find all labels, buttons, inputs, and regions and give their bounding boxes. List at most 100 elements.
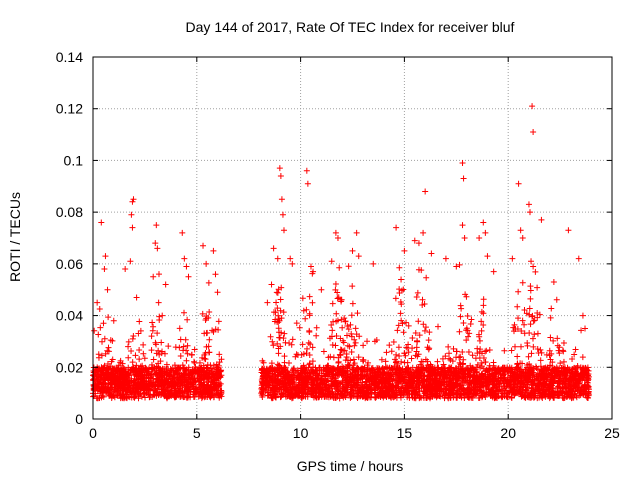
- data-point: [98, 387, 105, 394]
- data-point: [537, 346, 544, 353]
- data-point: [460, 319, 467, 326]
- data-point: [205, 279, 212, 286]
- data-point: [486, 346, 493, 353]
- data-point: [110, 392, 117, 399]
- data-point: [349, 300, 356, 307]
- data-point: [400, 376, 407, 383]
- data-point: [373, 336, 380, 343]
- data-point: [360, 358, 367, 365]
- data-point: [534, 284, 541, 291]
- data-point: [457, 353, 464, 360]
- data-point: [329, 300, 336, 307]
- data-point: [478, 308, 485, 315]
- data-point: [131, 375, 138, 382]
- data-point: [136, 356, 143, 363]
- data-point: [354, 364, 361, 371]
- data-point: [270, 391, 277, 398]
- data-point: [507, 384, 514, 391]
- data-point: [312, 386, 319, 393]
- data-point: [400, 329, 407, 336]
- data-point: [532, 268, 539, 275]
- data-point: [158, 388, 165, 395]
- data-point: [349, 366, 356, 373]
- data-point: [206, 308, 213, 315]
- data-point: [395, 344, 402, 351]
- data-point: [305, 386, 312, 393]
- data-point: [514, 353, 521, 360]
- data-point: [125, 343, 132, 350]
- data-point: [551, 368, 558, 375]
- data-point: [409, 334, 416, 341]
- data-point: [101, 375, 108, 382]
- data-point: [465, 349, 472, 356]
- data-point: [564, 369, 571, 376]
- data-points: [90, 103, 592, 402]
- data-point: [267, 333, 274, 340]
- data-point: [280, 309, 287, 316]
- data-point: [200, 387, 207, 394]
- data-point: [108, 358, 115, 365]
- data-point: [520, 377, 527, 384]
- data-point: [474, 361, 481, 368]
- data-point: [290, 366, 297, 373]
- data-point: [350, 391, 357, 398]
- data-point: [426, 329, 433, 336]
- data-point: [419, 296, 426, 303]
- data-point: [209, 377, 216, 384]
- data-point: [343, 354, 350, 361]
- data-point: [292, 387, 299, 394]
- data-point: [280, 381, 287, 388]
- data-point: [464, 377, 471, 384]
- data-point: [530, 377, 537, 384]
- data-point: [412, 330, 419, 336]
- data-point: [493, 381, 500, 388]
- data-point: [421, 372, 428, 379]
- data-point: [215, 366, 222, 373]
- data-point: [466, 369, 473, 376]
- data-point: [515, 288, 522, 295]
- data-point: [207, 382, 214, 389]
- data-point: [547, 356, 554, 363]
- data-point: [350, 356, 357, 363]
- data-point: [372, 382, 379, 389]
- data-point: [339, 363, 346, 370]
- data-point: [313, 372, 320, 379]
- data-point: [420, 378, 427, 385]
- data-point: [393, 394, 400, 401]
- data-point: [422, 356, 429, 363]
- data-point: [328, 321, 335, 328]
- data-point: [332, 375, 339, 382]
- data-point: [153, 376, 160, 383]
- data-point: [300, 307, 307, 314]
- data-point: [309, 358, 316, 365]
- data-point: [306, 312, 313, 319]
- data-point: [342, 357, 349, 364]
- data-point: [309, 299, 316, 306]
- data-point: [281, 386, 288, 393]
- data-point: [456, 382, 463, 389]
- data-point: [535, 380, 542, 387]
- data-point: [277, 343, 284, 350]
- data-point: [548, 350, 555, 357]
- data-point: [401, 359, 408, 366]
- data-point: [547, 314, 554, 321]
- data-point: [177, 336, 184, 343]
- data-point: [540, 386, 547, 393]
- data-point: [386, 381, 393, 388]
- data-point: [478, 318, 485, 325]
- data-point: [527, 321, 534, 328]
- y-tick-label: 0: [75, 411, 83, 427]
- data-point: [523, 376, 530, 383]
- data-point: [112, 372, 119, 379]
- x-tick-label: 5: [193, 425, 201, 441]
- data-point: [202, 316, 209, 323]
- x-tick-label: 0: [89, 425, 97, 441]
- data-point: [536, 392, 543, 399]
- data-point: [347, 321, 354, 328]
- data-point: [571, 351, 578, 358]
- data-point: [464, 327, 471, 334]
- data-point: [335, 365, 342, 372]
- data-point: [509, 388, 516, 395]
- data-point: [300, 351, 307, 358]
- data-point: [157, 374, 164, 381]
